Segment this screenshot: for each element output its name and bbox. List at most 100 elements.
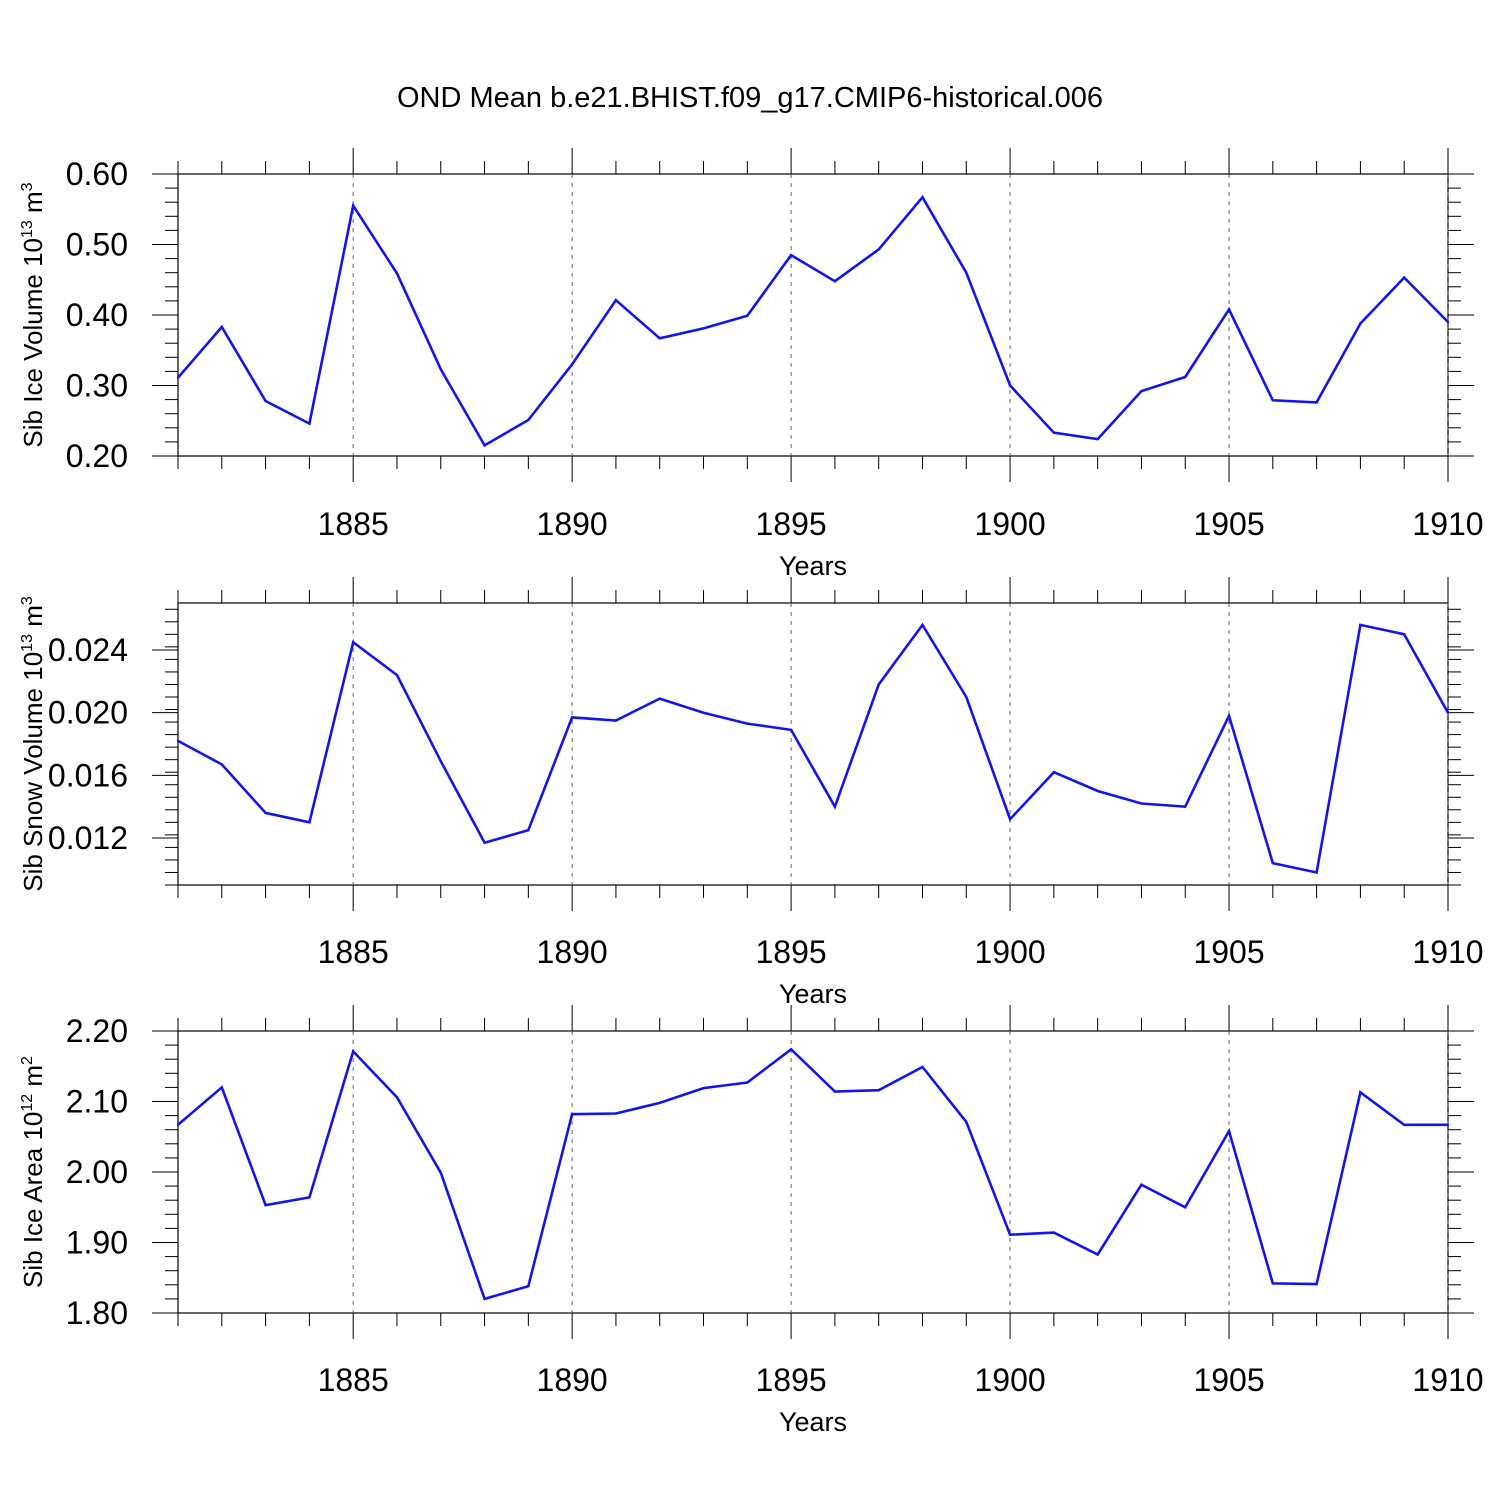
ice-volume-point-1900 xyxy=(1008,384,1012,387)
ice-volume-ytick-label: 0.60 xyxy=(66,156,128,192)
ice-area-point-1906 xyxy=(1271,1282,1275,1285)
ice-area-point-1895 xyxy=(789,1048,793,1051)
ice-area-ylabel-unit-exp: 2 xyxy=(19,1056,36,1065)
snow-volume-point-1907 xyxy=(1315,871,1318,874)
ice-volume-point-1886 xyxy=(395,272,399,275)
ice-volume-xtick-label: 1895 xyxy=(756,506,827,542)
snow-volume-point-1895 xyxy=(789,728,793,732)
snow-volume-point-1902 xyxy=(1096,789,1099,793)
ice-volume-xtick-label: 1885 xyxy=(318,506,389,542)
ice-volume-point-1908 xyxy=(1359,322,1362,325)
ice-volume-series-line xyxy=(177,195,1449,448)
snow-volume-xtick-label: 1900 xyxy=(974,934,1045,970)
ice-volume-ylabel-unit: m xyxy=(18,191,48,220)
ice-volume-point-1891 xyxy=(614,298,618,302)
ice-area-point-1889 xyxy=(527,1285,530,1288)
ice-volume-xtick-label: 1905 xyxy=(1193,506,1264,542)
snow-volume-point-1901 xyxy=(1052,771,1056,774)
snow-volume-point-1903 xyxy=(1140,802,1143,805)
ice-area-point-1896 xyxy=(833,1090,837,1093)
snow-volume-point-1884 xyxy=(308,821,311,824)
ice-volume-x-axis-title: Years xyxy=(779,551,847,581)
ice-volume-point-1907 xyxy=(1315,401,1318,404)
snow-volume-point-1893 xyxy=(702,711,705,714)
snow-volume-point-1898 xyxy=(921,623,924,627)
snow-volume-xtick-label: 1885 xyxy=(318,934,389,970)
ice-area-xtick-label: 1890 xyxy=(537,1362,608,1398)
snow-volume-point-1891 xyxy=(614,719,618,722)
snow-volume-xtick-label: 1895 xyxy=(756,934,827,970)
ice-area-y-axis-title: Sib Ice Area 1012 m2 xyxy=(18,1056,48,1288)
ice-volume-point-1893 xyxy=(702,327,705,330)
ice-volume-ytick-label: 0.20 xyxy=(66,438,128,474)
ice-area-point-1902 xyxy=(1096,1253,1099,1256)
ice-area-ylabel-text: Sib Ice Area 10 xyxy=(18,1112,48,1288)
snow-volume-point-1894 xyxy=(746,722,749,725)
snow-volume-ytick-label: 0.020 xyxy=(48,695,128,731)
ice-area-point-1905 xyxy=(1227,1129,1231,1133)
figure-title: OND Mean b.e21.BHIST.f09_g17.CMIP6-histo… xyxy=(396,82,1103,114)
ice-area-point-1910 xyxy=(1446,1123,1450,1126)
ice-area-plot-frame xyxy=(177,1030,1449,1314)
ice-area-point-1898 xyxy=(921,1065,924,1069)
ice-volume-point-1909 xyxy=(1403,276,1406,279)
snow-volume-point-1892 xyxy=(658,697,661,700)
ice-volume-point-1902 xyxy=(1096,437,1099,441)
ice-volume-point-1895 xyxy=(789,253,793,257)
ice-volume-point-1882 xyxy=(220,325,223,329)
ice-volume-xtick-label: 1900 xyxy=(974,506,1045,542)
snow-volume-point-1886 xyxy=(395,673,399,677)
ice-volume-point-1906 xyxy=(1271,399,1275,402)
ice-volume-point-1890 xyxy=(570,363,574,366)
ice-volume-point-1887 xyxy=(439,368,442,371)
ice-area-point-1897 xyxy=(877,1089,880,1092)
ice-volume-panel: 0.20 0.30 0.40 0.50 0.60 1885 1890 1895 1900 1905… xyxy=(18,148,1484,581)
ice-volume-point-1898 xyxy=(921,196,924,199)
ice-volume-point-1910 xyxy=(1446,320,1450,324)
snow-volume-point-1900 xyxy=(1008,818,1012,821)
ice-area-ylabel-exp: 12 xyxy=(19,1094,36,1112)
snow-volume-point-1896 xyxy=(833,805,837,808)
snow-volume-ytick-label: 0.012 xyxy=(48,820,128,856)
ice-area-point-1884 xyxy=(308,1196,311,1199)
ice-area-xtick-label: 1900 xyxy=(974,1362,1045,1398)
snow-volume-point-1904 xyxy=(1184,805,1187,808)
ice-volume-ylabel-text: Sib Ice Volume 10 xyxy=(18,238,48,448)
ice-volume-xtick-label: 1910 xyxy=(1412,506,1483,542)
ice-volume-y-axis-title: Sib Ice Volume 1013 m3 xyxy=(18,182,48,447)
snow-volume-ytick-label: 0.016 xyxy=(48,757,128,793)
snow-volume-ylabel-unit-exp: 3 xyxy=(19,596,36,605)
ice-area-point-1909 xyxy=(1403,1123,1406,1126)
snow-volume-point-1905 xyxy=(1227,714,1231,717)
ice-volume-ytick-label: 0.50 xyxy=(66,227,128,263)
ice-area-x-axis-title: Years xyxy=(779,1407,847,1437)
snow-volume-ylabel-exp: 13 xyxy=(19,634,36,652)
snow-volume-point-1888 xyxy=(483,841,486,844)
ice-area-point-1888 xyxy=(483,1297,486,1301)
snow-volume-xtick-label: 1910 xyxy=(1412,934,1483,970)
snow-volume-ylabel-text: Sib Snow Volume 10 xyxy=(18,652,48,892)
ice-area-ytick-label: 1.80 xyxy=(66,1295,128,1331)
ice-area-point-1907 xyxy=(1315,1282,1318,1286)
ice-area-point-1883 xyxy=(264,1203,267,1207)
ice-area-point-1892 xyxy=(658,1101,661,1105)
ice-area-ytick-label: 2.20 xyxy=(66,1013,128,1049)
snow-volume-point-1881 xyxy=(176,739,180,743)
ice-area-point-1901 xyxy=(1052,1231,1056,1234)
ice-area-xtick-label: 1910 xyxy=(1412,1362,1483,1398)
ice-area-point-1894 xyxy=(746,1081,749,1084)
snow-volume-point-1910 xyxy=(1446,711,1450,714)
ice-volume-point-1903 xyxy=(1140,389,1143,393)
ice-volume-point-1892 xyxy=(658,337,661,340)
snow-volume-point-1899 xyxy=(965,695,968,699)
ice-volume-point-1883 xyxy=(264,399,267,403)
snow-volume-point-1885 xyxy=(351,640,355,644)
snow-volume-ytick-label: 0.024 xyxy=(48,632,128,668)
ice-volume-xtick-label: 1890 xyxy=(537,506,608,542)
ice-area-point-1881 xyxy=(176,1123,180,1126)
ice-volume-point-1899 xyxy=(965,271,968,274)
ice-area-point-1900 xyxy=(1008,1233,1012,1236)
ice-area-point-1903 xyxy=(1140,1183,1143,1186)
snow-volume-series-line xyxy=(177,622,1450,875)
